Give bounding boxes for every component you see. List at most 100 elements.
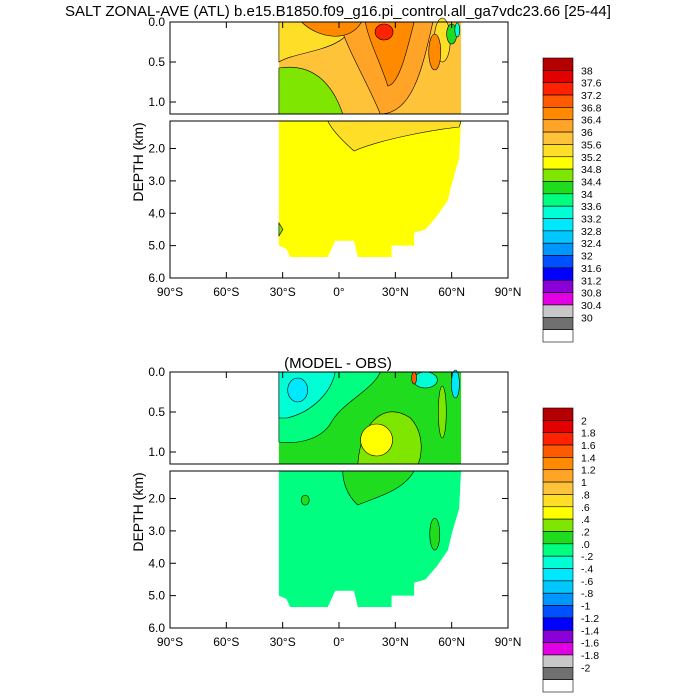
chart-panel-2: (MODEL - OBS) 90°S 60°S 30°S 0° 30°N 60°N 90°N 0… [130, 355, 599, 693]
colorbar-swatch [542, 168, 574, 182]
y-tick-label: 1.0 [148, 95, 165, 109]
contour-region [342, 470, 415, 506]
colorbar-label: 37.6 [581, 78, 602, 90]
colorbar-label: 35.6 [581, 139, 602, 151]
colorbar-swatch [542, 193, 574, 207]
colorbar-label: 36 [581, 127, 593, 139]
y-tick-label: 5.0 [148, 239, 165, 253]
colorbar-swatch [542, 555, 574, 569]
colorbar-swatch [542, 292, 574, 306]
colorbar-label: -1.8 [581, 650, 599, 662]
y-tick-label: 2.0 [148, 142, 165, 156]
colorbar-label: 31.2 [581, 275, 602, 287]
y-tick-label: 2.0 [148, 492, 165, 506]
colorbar-swatch [542, 494, 574, 508]
colorbar-swatch [542, 654, 574, 668]
colorbar-label: 34.4 [581, 176, 602, 188]
colorbar-swatch [542, 420, 574, 433]
colorbar-swatch [542, 580, 574, 594]
colorbar-swatch [542, 205, 574, 219]
x-tick-label: 30°S [270, 285, 296, 299]
colorbar-label: .0 [581, 539, 590, 551]
colorbar-swatch [542, 304, 574, 318]
colorbar-label: 1.8 [581, 428, 596, 440]
colorbar-swatch [542, 605, 574, 619]
colorbar: 3837.637.236.836.43635.635.234.834.43433… [542, 57, 602, 343]
colorbar-label: 34 [581, 189, 593, 201]
colorbar-label: 31.6 [581, 263, 602, 275]
colorbar-label: 37.2 [581, 90, 602, 102]
colorbar-label: 1 [581, 477, 587, 489]
colorbar-swatch [542, 119, 574, 133]
colorbar-swatch [542, 407, 574, 421]
colorbar-label: 33.6 [581, 201, 602, 213]
colorbar-swatch [542, 255, 574, 269]
upper-section-field [278, 369, 462, 465]
colorbar-swatch [542, 518, 574, 532]
y-tick-label: 6.0 [148, 621, 165, 635]
x-tick-label: 30°N [382, 635, 409, 649]
colorbar-label: -.8 [581, 588, 593, 600]
colorbar-swatch [542, 94, 574, 108]
colorbar-swatch [542, 642, 574, 656]
y-tick-label: 3.0 [148, 524, 165, 538]
colorbar-swatch [542, 242, 574, 256]
colorbar-label: 32.8 [581, 226, 602, 238]
colorbar-swatch [542, 107, 574, 121]
colorbar-label: 32.4 [581, 238, 602, 250]
colorbar-swatch [542, 617, 574, 631]
y-tick-label: 0.0 [148, 365, 165, 379]
colorbar-label: .4 [581, 514, 590, 526]
x-tick-label: 90°S [157, 285, 183, 299]
x-tick-label: 0° [333, 635, 345, 649]
chart-title: (MODEL - OBS) [284, 355, 392, 372]
upper-section-field [278, 17, 462, 115]
colorbar-label: .6 [581, 502, 590, 514]
contour-region [300, 494, 310, 506]
colorbar-swatch [542, 82, 574, 96]
colorbar-label: 34.8 [581, 164, 602, 176]
colorbar-label: 1.6 [581, 440, 596, 452]
colorbar-swatch [542, 568, 574, 582]
colorbar-label: -.4 [581, 564, 593, 576]
x-tick-label: 0° [333, 285, 345, 299]
colorbar-swatch [542, 267, 574, 281]
x-tick-label: 60°S [213, 635, 239, 649]
colorbar-swatch [542, 218, 574, 232]
colorbar-swatch [542, 181, 574, 195]
colorbar-label: .2 [581, 526, 590, 538]
y-tick-label: 4.0 [148, 556, 165, 570]
y-tick-label: 3.0 [148, 174, 165, 188]
field-layer [278, 369, 462, 607]
y-tick-label: 5.0 [148, 589, 165, 603]
colorbar-swatch [542, 444, 574, 458]
y-tick-label: 0.5 [148, 55, 165, 69]
colorbar-swatch [542, 156, 574, 170]
colorbar-label: -.6 [581, 576, 593, 588]
colorbar-label: 1.4 [581, 452, 596, 464]
colorbar-swatch [542, 667, 574, 680]
lower-section-field [278, 120, 462, 257]
contour-region [278, 221, 284, 237]
colorbar-label: -1.2 [581, 613, 599, 625]
colorbar-label: 38 [581, 65, 593, 77]
colorbar-swatch [542, 457, 574, 471]
colorbar-label: -1 [581, 601, 590, 613]
contour-region [278, 471, 462, 607]
y-tick-label: 4.0 [148, 206, 165, 220]
colorbar-label: 2 [581, 415, 587, 427]
colorbar-swatch [542, 230, 574, 244]
contour-region [360, 423, 393, 457]
x-tick-label: 60°N [438, 635, 465, 649]
chart-panel-1: SALT ZONAL-AVE (ATL) b.e15.B1850.f09_g16… [65, 3, 611, 343]
colorbar-label: 36.4 [581, 115, 602, 127]
contour-region [287, 377, 308, 403]
contour-region [428, 33, 442, 71]
contour-region [364, 21, 415, 87]
colorbar: 21.81.61.41.21.8.6.4.2.0-.2-.4-.6-.8-1-1… [542, 407, 599, 693]
x-tick-label: 90°S [157, 635, 183, 649]
colorbar-swatch [542, 531, 574, 545]
colorbar-swatch [542, 279, 574, 293]
colorbar-label: -1.4 [581, 625, 599, 637]
